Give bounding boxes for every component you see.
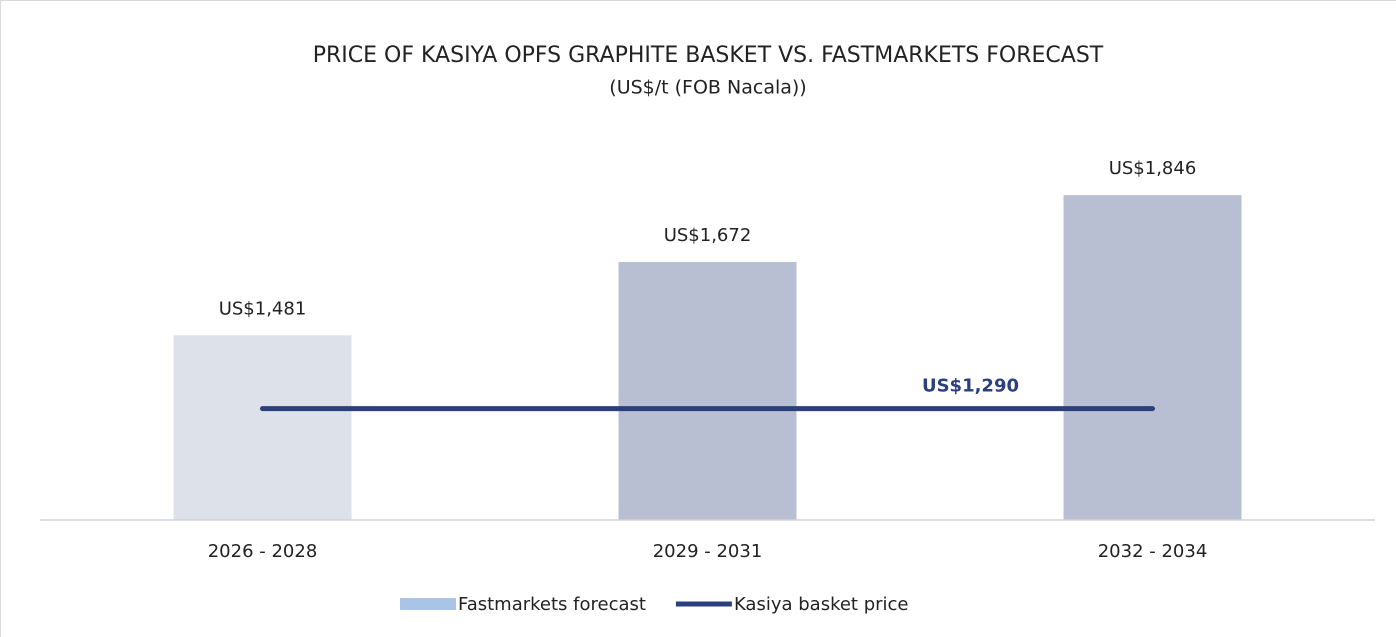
x-tick-label: 2029 - 2031 [653, 541, 763, 562]
data-label: US$1,481 [219, 298, 307, 319]
line-label: US$1,290 [922, 376, 1019, 397]
legend-label: Kasiya basket price [734, 594, 909, 615]
x-tick-label: 2032 - 2034 [1098, 541, 1208, 562]
legend-label: Fastmarkets forecast [458, 594, 646, 615]
chart-subtitle: (US$/t (FOB Nacala)) [609, 77, 806, 99]
bar [618, 261, 797, 520]
chart-title: PRICE OF KASIYA OPFS GRAPHITE BASKET VS.… [313, 43, 1104, 68]
bar [173, 335, 352, 520]
x-tick-label: 2026 - 2028 [208, 541, 318, 562]
data-label: US$1,846 [1109, 158, 1197, 179]
bar [1063, 195, 1242, 521]
data-label: US$1,672 [664, 225, 752, 246]
legend-swatch [400, 598, 456, 610]
